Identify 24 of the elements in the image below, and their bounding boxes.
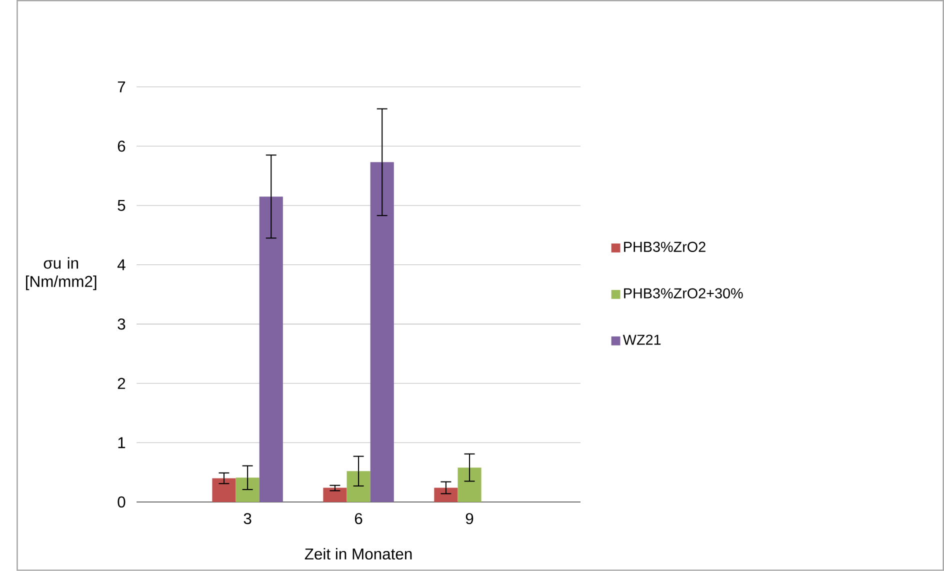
bar [323,488,347,502]
y-tick-label: 1 [118,437,126,448]
legend-label: PHB3%ZrO2 [624,242,706,252]
x-tick-label: 6 [354,513,362,524]
y-tick-label: 6 [118,140,126,152]
y-tick-label: 2 [118,378,126,389]
y-tick-label: 3 [118,318,126,330]
y-tick-label: 4 [117,259,126,270]
y-tick-label: 0 [118,496,126,508]
x-tick-label: 9 [466,513,474,524]
y-tick-label: 7 [118,82,126,92]
bar [212,478,236,502]
bar [370,162,394,502]
bar [236,478,260,502]
y-tick-label: 5 [118,200,126,211]
bar [346,471,370,502]
x-axis-title: Zeit in Monaten [304,548,412,560]
bar [434,488,458,502]
y-axis-title: σu in [Nm/mm2] [26,257,96,290]
legend-label: PHB3%ZrO2+30% [624,288,743,298]
x-tick-label: 3 [244,513,252,524]
legend-label: WZ21 [622,334,661,345]
bar [458,468,482,502]
bar [259,196,283,502]
